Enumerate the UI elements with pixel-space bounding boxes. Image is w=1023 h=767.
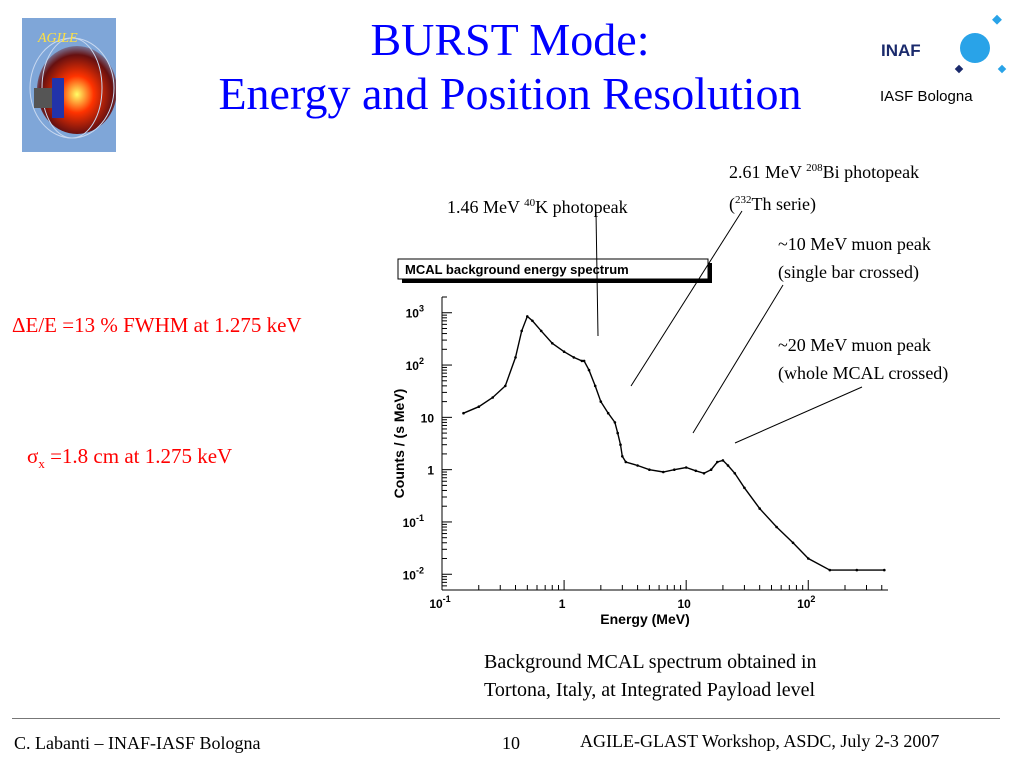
page-number: 10 [502,733,520,753]
footer-author: C. Labanti – INAF-IASF Bologna [14,733,261,753]
energy-resolution-text: ΔE/E =13 % FWHM at 1.275 keV [12,313,302,337]
data-point [673,468,676,471]
chart-title-box [397,258,709,280]
data-point [599,400,603,403]
data-point [624,460,628,464]
chart-title: MCAL background energy spectrum [405,262,629,277]
data-point [775,525,778,529]
y-tick-label: 10 [421,411,435,425]
annotation-muon20: ~20 MeV muon peak (whole MCAL crossed) [778,335,949,383]
footer-divider [12,718,1000,719]
data-point [580,359,584,363]
institute-label: IASF Bologna [880,88,973,105]
footer-event: AGILE-GLAST Workshop, ASDC, July 2-3 200… [580,731,940,751]
data-point [733,472,737,475]
data-point [716,460,719,464]
data-point [613,421,617,424]
svg-text:INAF: INAF [881,41,921,60]
data-point [593,384,597,388]
data-point [621,455,624,458]
x-tick-label: 102 [797,594,815,611]
x-tick-label: 1 [559,597,566,611]
inaf-logo: INAF [873,8,1015,84]
data-point [477,405,481,408]
x-tick-label: 10-1 [429,594,450,611]
data-point [648,468,651,471]
leader-bi208 [630,210,743,387]
y-tick-label: 1 [427,464,434,478]
data-point [582,359,586,363]
data-point [491,396,494,399]
data-point [616,431,619,435]
data-point [551,342,554,345]
annotation-k40: 1.46 MeV 40K photopeak [447,197,628,217]
data-point [562,350,566,353]
chart-caption: Background MCAL spectrum obtained in Tor… [484,651,817,701]
data-point [828,568,832,572]
data-point [791,541,795,545]
data-point [807,557,810,560]
y-tick-label: 10-1 [403,513,424,530]
data-point [514,356,517,359]
y-axis-label: Counts / (s MeV) [391,389,407,499]
y-tick-label: 10-2 [403,565,424,582]
x-axis-label: Energy (MeV) [600,611,689,627]
data-point [721,459,725,462]
data-point [587,368,591,372]
data-point [662,470,665,474]
data-point [726,464,730,467]
data-point [758,507,761,510]
y-tick-label: 102 [406,356,424,373]
data-point [619,443,622,446]
annotation-muon10: ~10 MeV muon peak (single bar crossed) [778,234,931,282]
page-subtitle: Energy and Position Resolution [218,68,802,119]
data-point [702,472,706,475]
data-point [531,319,534,323]
data-point [526,315,529,318]
data-point [743,486,746,490]
data-point [504,384,507,388]
data-point [855,568,859,572]
data-point [462,411,465,415]
svg-text:AGILE: AGILE [37,31,78,46]
leader-muon20 [734,386,863,444]
data-point [694,469,698,473]
spectrum-chart: MCAL background energy spectrum 10-2 10-1 1… [370,255,895,635]
data-point [539,329,543,333]
data-point [709,468,713,471]
agile-logo: AGILE [22,18,116,152]
page-title: BURST Mode: [370,14,650,65]
x-tick-label: 10 [677,597,691,611]
data-point [520,329,523,333]
data-point [684,466,688,469]
annotation-bi208: 2.61 MeV 208Bi photopeak (232Th serie) [729,162,920,214]
leader-muon10 [692,284,784,434]
y-tick-label: 103 [406,304,424,321]
data-point [883,568,886,572]
leader-k40 [595,211,599,337]
data-point [636,464,639,467]
data-point [606,411,610,415]
data-point [572,356,576,359]
position-resolution-text: σx =1.8 cm at 1.275 keV [27,444,233,472]
